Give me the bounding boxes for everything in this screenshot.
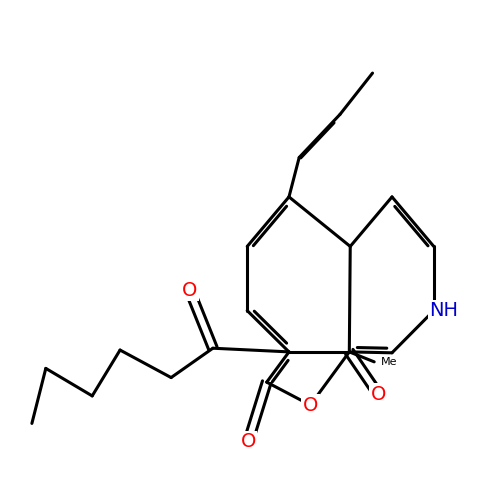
Text: Me: Me [381, 357, 398, 367]
Text: NH: NH [429, 301, 458, 320]
Text: O: O [302, 396, 318, 414]
Text: O: O [370, 384, 386, 404]
Text: O: O [240, 432, 256, 452]
Text: O: O [182, 281, 198, 300]
